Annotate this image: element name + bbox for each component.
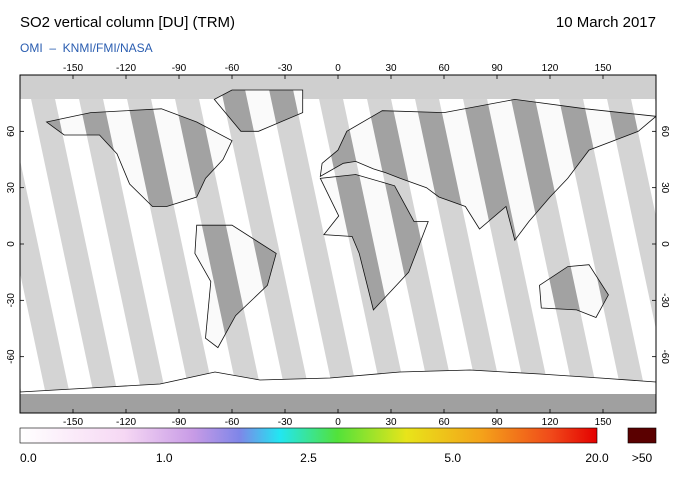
africa [319,174,429,311]
lon-label-top: -120 [116,63,136,74]
lat-label-right: 60 [659,126,670,138]
colorbar-label: 20.0 [585,451,609,465]
colorbar-label: 0.0 [20,451,37,465]
lat-label-right: 30 [659,182,670,194]
greenland [213,89,304,132]
lon-label-top: 150 [595,63,612,74]
colorbar-overflow-label: >50 [632,451,653,465]
colorbar-label: 1.0 [156,451,173,465]
lat-label-right: 0 [659,241,670,247]
colorbar [19,427,598,444]
lon-label-bottom: -60 [225,417,240,428]
eurasia [319,98,656,242]
lat-label-right: -60 [659,349,670,364]
lon-label-top: -150 [63,63,83,74]
lon-label-top: 60 [438,63,450,74]
lon-label-bottom: -30 [278,417,293,428]
polar-night-south [20,394,656,413]
source: OMI – KNMI/FMI/NASA [20,41,153,55]
lon-label-top: 30 [385,63,397,74]
map [20,75,656,413]
date: 10 March 2017 [556,14,656,31]
lon-label-bottom: 60 [438,417,450,428]
south-america [194,224,277,349]
lat-label-left: -30 [6,293,17,308]
lon-label-top: -90 [172,63,187,74]
lon-label-bottom: -120 [116,417,136,428]
lon-label-bottom: -150 [63,417,83,428]
lon-label-bottom: 150 [595,417,612,428]
colorbar-overflow [627,427,657,444]
australia [539,264,609,319]
lon-label-top: -60 [225,63,240,74]
lon-label-bottom: 120 [542,417,559,428]
colorbar-label: 2.5 [300,451,317,465]
lat-label-left: 0 [6,241,17,247]
lon-label-top: -30 [278,63,293,74]
lat-label-right: -30 [659,293,670,308]
lat-label-left: 60 [6,125,17,137]
north-america [45,108,233,207]
lon-label-bottom: 90 [491,417,503,428]
colorbar-label: 5.0 [444,451,461,465]
lat-label-left: 30 [6,182,17,194]
lon-label-bottom: 30 [385,417,397,428]
title: SO2 vertical column [DU] (TRM) [20,14,235,31]
lon-label-bottom: 0 [335,417,341,428]
lon-label-top: 120 [542,63,559,74]
lon-label-top: 0 [335,63,341,74]
lon-label-top: 90 [491,63,503,74]
lon-label-bottom: -90 [172,417,187,428]
lat-label-left: -60 [6,349,17,364]
